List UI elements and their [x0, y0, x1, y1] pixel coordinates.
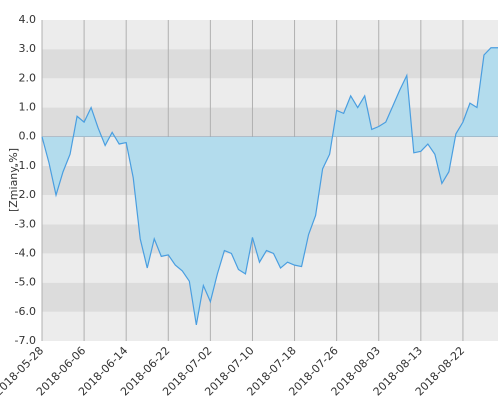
y-tick-label: 0.0 [19, 130, 37, 143]
band [42, 282, 498, 312]
y-tick-label: 3.0 [19, 42, 37, 55]
line [41, 47, 498, 326]
y-tick-label: 4.0 [19, 13, 37, 26]
y-tick-label: 1.0 [19, 101, 37, 114]
y-tick-label: -5.0 [15, 276, 36, 289]
y-tick-label: -7.0 [15, 334, 36, 347]
y-tick-label: -1.0 [15, 159, 36, 172]
band [42, 311, 498, 341]
y-tick-label: 2.0 [19, 71, 37, 84]
area [42, 47, 498, 325]
y-tick-label: -2.0 [15, 188, 36, 201]
band [42, 107, 498, 137]
y-tick-label: -4.0 [15, 246, 36, 259]
y-axis-label: [Zmiany,%] [7, 148, 20, 212]
band [42, 49, 498, 79]
band [42, 78, 498, 108]
band [42, 20, 498, 50]
y-tick-label: -6.0 [15, 305, 36, 318]
y-tick-label: -3.0 [15, 217, 36, 230]
band [42, 253, 498, 283]
